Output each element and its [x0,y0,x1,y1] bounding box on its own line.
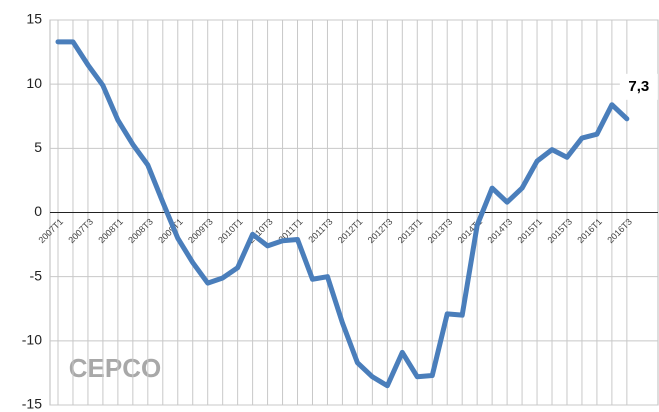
y-tick-label: 15 [26,11,42,27]
watermark: CEPCO [69,353,161,383]
y-tick-label: 0 [34,203,42,219]
y-tick-label: 10 [26,75,42,91]
y-tick-label: -15 [22,396,42,412]
value-label: 7,3 [628,78,649,95]
y-tick-label: 5 [34,139,42,155]
y-tick-label: -5 [30,267,43,283]
data-line [55,39,630,389]
y-tick-label: -10 [22,332,42,348]
value-label-box [619,73,658,100]
